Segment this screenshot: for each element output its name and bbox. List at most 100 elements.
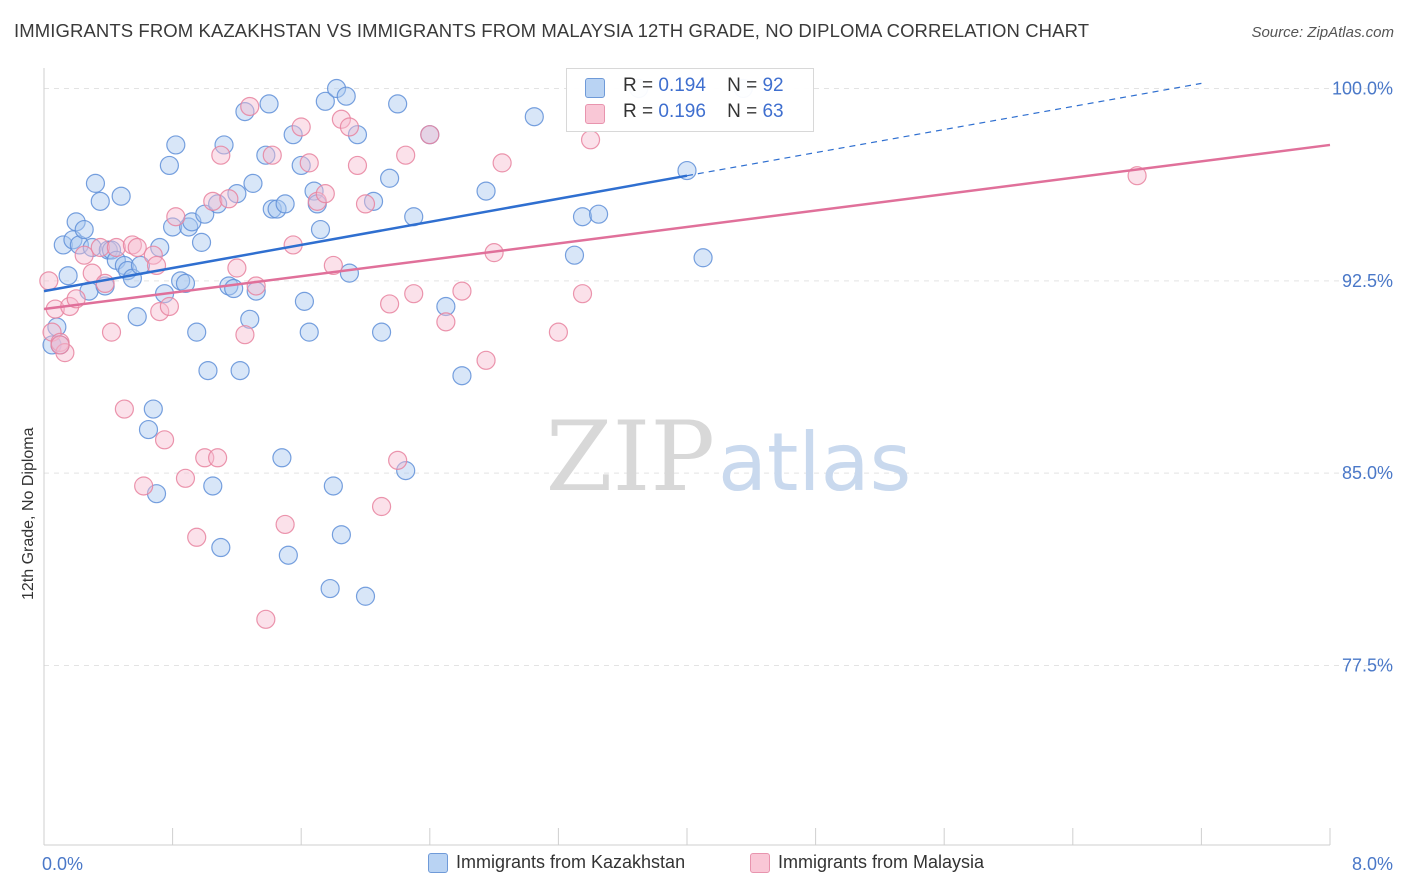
kazakhstan-point	[336, 86, 356, 106]
legend-swatch-malaysia	[585, 104, 605, 124]
kazakhstan-point	[283, 125, 303, 145]
malaysia-point	[355, 194, 376, 214]
kazakhstan-point	[203, 476, 223, 496]
kazakhstan-point	[347, 125, 368, 145]
kazakhstan-point	[224, 278, 244, 299]
malaysia-point	[396, 145, 416, 165]
kazakhstan-point	[85, 173, 106, 193]
malaysia-point	[299, 153, 319, 173]
malaysia-trend-line	[43, 143, 1331, 311]
malaysia-point	[323, 255, 343, 276]
kazakhstan-point	[320, 578, 340, 599]
kazakhstan-point	[476, 181, 496, 201]
kazakhstan-point	[214, 135, 234, 155]
watermark: ZIP atlas	[546, 401, 912, 513]
malaysia-point	[203, 191, 223, 211]
legend-r-label: R =	[623, 75, 654, 96]
legend-r-label: R =	[623, 101, 654, 122]
kazakhstan-point	[693, 248, 713, 268]
kazakhstan-point	[275, 194, 295, 214]
legend-swatch-kazakhstan	[585, 78, 605, 98]
kazakhstan-point	[323, 476, 343, 496]
malaysia-point	[101, 322, 122, 342]
kazakhstan-point	[588, 204, 609, 224]
kazakhstan-point	[243, 173, 263, 193]
y-tick-label: 92.5%	[1342, 271, 1393, 291]
kazakhstan-point	[564, 245, 585, 265]
malaysia-point	[580, 130, 601, 150]
trend-layer	[43, 82, 1331, 311]
kazakhstan-point	[163, 217, 183, 237]
malaysia-point	[154, 430, 175, 450]
malaysia-point	[291, 117, 311, 137]
malaysia-point	[208, 448, 228, 468]
source-label: Source: ZipAtlas.com	[1251, 24, 1394, 41]
malaysia-point	[235, 325, 255, 345]
malaysia-point	[39, 271, 59, 291]
kazakhstan-point	[74, 219, 94, 240]
malaysia-point	[187, 527, 207, 547]
malaysia-point	[452, 281, 472, 301]
kazakhstan-point	[191, 232, 212, 252]
legend-r-value: 0.194	[658, 75, 706, 96]
malaysia-point	[114, 399, 134, 419]
kazakhstan-point	[299, 322, 319, 342]
malaysia-point	[106, 237, 126, 258]
kazakhstan-point	[66, 212, 86, 232]
malaysia-point	[307, 191, 327, 211]
kazakhstan-point	[524, 107, 544, 127]
malaysia-point	[262, 145, 282, 165]
kazakhstan-point	[272, 448, 292, 468]
malaysia-point	[74, 245, 94, 265]
kazakhstan-point	[256, 145, 276, 165]
malaysia-point	[436, 312, 456, 332]
kazakhstan-point	[143, 399, 163, 419]
kazakhstan-point	[396, 461, 416, 481]
kazakhstan-point	[259, 94, 279, 114]
y-tick-label: 77.5%	[1342, 655, 1393, 675]
legend-n-value: 92	[762, 75, 784, 96]
malaysia-point	[275, 514, 295, 535]
malaysia-point	[315, 184, 335, 204]
kazakhstan-point	[179, 217, 199, 237]
malaysia-point	[347, 155, 368, 176]
kazakhstan-point	[572, 207, 593, 227]
kazakhstan-point	[331, 525, 351, 545]
y-tick-label: 100.0%	[1332, 79, 1393, 99]
malaysia-point	[492, 153, 512, 173]
bottom-legend-swatch-kazakhstan	[428, 853, 448, 873]
kazakhstan-point	[262, 199, 282, 219]
kazakhstan-point	[159, 155, 179, 176]
kazakhstan-point	[82, 237, 102, 258]
stats-legend: R = 0.194 N = 92 R = 0.196 N = 63	[566, 68, 814, 132]
malaysia-point	[134, 476, 154, 496]
kazakhstan-point	[187, 322, 207, 342]
malaysia-point	[420, 125, 440, 145]
y-axis-label: 12th Grade, No Diploma	[20, 427, 37, 600]
kazakhstan-point	[138, 419, 159, 440]
malaysia-point	[371, 496, 392, 517]
bottom-legend-label-malaysia: Immigrants from Malaysia	[778, 852, 985, 872]
kazakhstan-point	[230, 360, 250, 381]
kazakhstan-point	[53, 235, 73, 255]
malaysia-point	[380, 294, 400, 314]
malaysia-point	[150, 302, 170, 322]
malaysia-point	[95, 273, 115, 294]
kazakhstan-point	[452, 366, 472, 386]
malaysia-point	[240, 96, 260, 117]
malaysia-point	[339, 117, 360, 137]
kazakhstan-point	[294, 291, 315, 311]
malaysia-point	[246, 276, 266, 296]
legend-n-label: N =	[727, 101, 758, 122]
watermark-zip: ZIP	[546, 401, 715, 513]
kazakhstan-point	[198, 360, 218, 381]
kazakhstan-point	[339, 263, 360, 283]
legend-r-value: 0.196	[658, 101, 706, 122]
kazakhstan-trend-line	[43, 174, 688, 293]
kazakhstan-point	[326, 78, 347, 99]
kazakhstan-point	[127, 307, 147, 327]
kazakhstan-point	[371, 322, 392, 342]
kazakhstan-point	[388, 94, 408, 114]
malaysia-point	[159, 296, 179, 317]
malaysia-point	[211, 145, 231, 165]
